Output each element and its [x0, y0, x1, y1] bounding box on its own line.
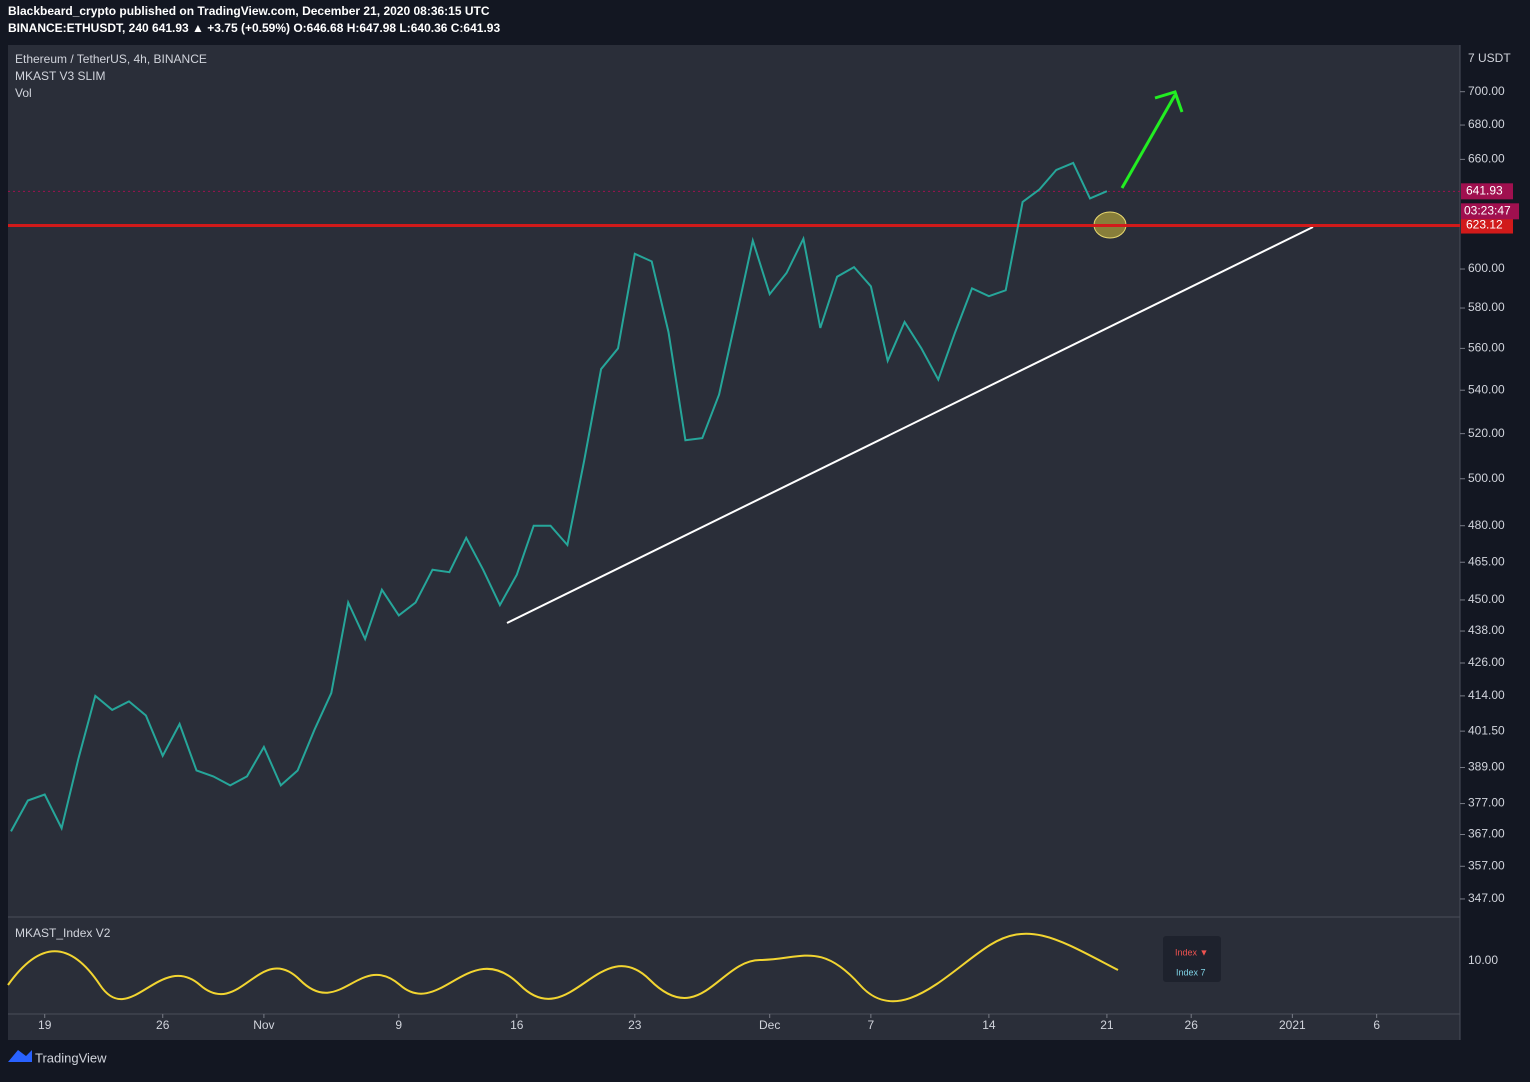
y-tick-label: 414.00	[1468, 688, 1505, 702]
x-tick-label: 7	[868, 1018, 875, 1032]
badge-index-7: Index 7	[1176, 967, 1206, 977]
y-tick-label: 465.00	[1468, 554, 1505, 568]
logo	[8, 1050, 32, 1062]
arrow	[1120, 94, 1177, 189]
x-tick-label: 19	[38, 1018, 52, 1032]
x-tick-label: Dec	[759, 1018, 780, 1032]
x-tick-label: 14	[982, 1018, 996, 1032]
x-tick-label: 2021	[1279, 1018, 1306, 1032]
countdown: 03:23:47	[1464, 203, 1511, 217]
y-tick-label: 500.00	[1468, 471, 1505, 485]
price-label-bg	[1461, 183, 1513, 200]
x-tick-label: Nov	[253, 1018, 274, 1032]
y-tick-label: 401.50	[1468, 723, 1505, 737]
y-tick-label: 520.00	[1468, 426, 1505, 440]
y-tick-label: 389.00	[1468, 760, 1505, 774]
x-tick-label: 16	[510, 1018, 524, 1032]
y-tick-label: 450.00	[1468, 592, 1505, 606]
chart-area	[8, 45, 1460, 1040]
price-label: 641.93	[1466, 183, 1503, 197]
x-tick-label: 23	[628, 1018, 642, 1032]
x-tick-label: 21	[1100, 1018, 1114, 1032]
indicator-axis-label: 10.00	[1468, 953, 1498, 967]
trend-line	[506, 226, 1314, 624]
price-label: 623.12	[1466, 218, 1503, 232]
symbol-line: BINANCE:ETHUSDT, 240 641.93 ▲ +3.75 (+0.…	[8, 21, 500, 35]
indicator-badge	[1163, 936, 1221, 982]
y-tick-label: 540.00	[1468, 382, 1505, 396]
price-label-bg	[1461, 217, 1513, 234]
y-tick-label: 426.00	[1468, 655, 1505, 669]
y-tick-label: 367.00	[1468, 827, 1505, 841]
y-tick-label: 347.00	[1468, 891, 1505, 905]
axis-unit: 7 USDT	[1468, 51, 1511, 65]
legend-volume: Vol	[15, 86, 32, 100]
y-tick-label: 560.00	[1468, 341, 1505, 355]
y-tick-label: 680.00	[1468, 117, 1505, 131]
indicator-line	[7, 932, 1119, 1003]
y-tick-label: 438.00	[1468, 623, 1505, 637]
x-tick-label: 6	[1373, 1018, 1380, 1032]
countdown-bg	[1461, 203, 1519, 220]
legend-title: Ethereum / TetherUS, 4h, BINANCE	[15, 52, 207, 66]
indicator-title: MKAST_Index V2	[15, 926, 111, 940]
legend-indicator: MKAST V3 SLIM	[15, 69, 105, 83]
x-tick-label: 9	[395, 1018, 402, 1032]
x-tick-label: 26	[1185, 1018, 1199, 1032]
y-tick-label: 357.00	[1468, 858, 1505, 872]
arrow-head	[1154, 90, 1184, 113]
y-tick-label: 580.00	[1468, 300, 1505, 314]
y-tick-label: 600.00	[1468, 261, 1505, 275]
x-tick-label: 26	[156, 1018, 170, 1032]
badge-index: Index ▼	[1175, 947, 1208, 957]
footer-brand: TradingView	[35, 1050, 107, 1065]
y-tick-label: 377.00	[1468, 796, 1505, 810]
y-tick-label: 700.00	[1468, 84, 1505, 98]
price-line	[10, 161, 1108, 832]
y-tick-label: 660.00	[1468, 152, 1505, 166]
y-tick-label: 480.00	[1468, 518, 1505, 532]
publisher: Blackbeard_crypto published on TradingVi…	[8, 4, 490, 18]
